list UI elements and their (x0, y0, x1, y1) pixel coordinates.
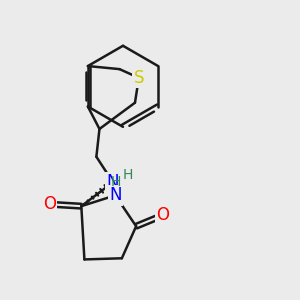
Text: S: S (134, 69, 144, 87)
Text: H: H (111, 175, 121, 189)
Text: N: N (109, 186, 122, 204)
Text: H: H (122, 167, 133, 182)
Text: N: N (107, 173, 119, 191)
Text: O: O (43, 195, 56, 213)
Text: O: O (156, 206, 169, 224)
